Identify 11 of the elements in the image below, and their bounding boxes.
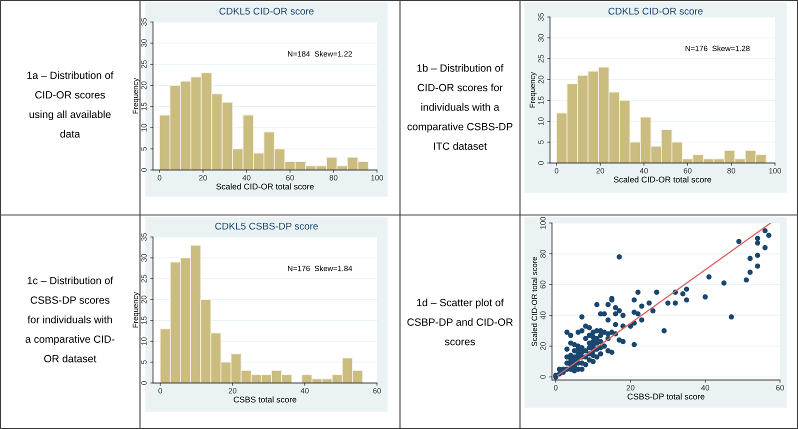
text: 1d – Scatter plot of CSBP-DP and CID-OR scores: [407, 298, 513, 346]
chart-title: CDKL5 CID-OR score: [608, 8, 703, 15]
text: 1a – Distribution of CID-OR scores using all available data: [27, 71, 114, 138]
text: 1c – Distribution of CSBS-DP scores for individuals with a comparative CID- OR dataset: [26, 276, 114, 362]
x-axis-title: CSBS total score: [234, 396, 296, 402]
x-axis-title: Scaled CID-OR total score: [614, 176, 712, 182]
chart-title: CDKL5 CID-OR score: [219, 8, 314, 15]
chart-title: CDKL5 CSBS-DP score: [215, 222, 318, 230]
x-axis-title: CSBS-DP total score: [628, 393, 704, 400]
x-axis-title: Scaled CID-OR total score: [216, 183, 314, 190]
text: 1b – Distribution of CID-OR scores for individuals with a comparative CSBS-DP ITC dataset: [407, 64, 512, 150]
